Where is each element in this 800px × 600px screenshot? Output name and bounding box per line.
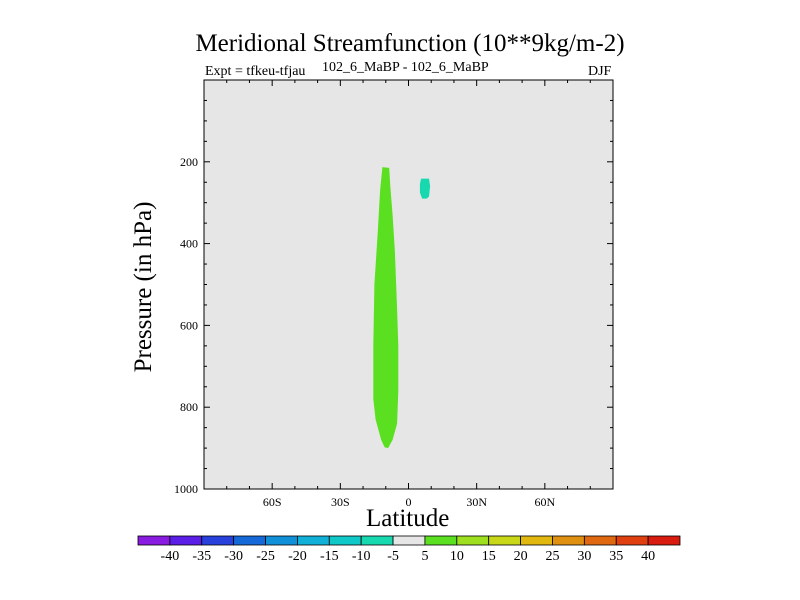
colorbar-swatch xyxy=(265,535,298,546)
colorbar-swatch xyxy=(233,535,266,546)
colorbar-label: -10 xyxy=(352,549,371,564)
colorbar-swatch xyxy=(647,535,681,546)
colorbar-label: 20 xyxy=(514,549,528,564)
colorbar-swatch xyxy=(328,535,362,546)
colorbar-swatch xyxy=(297,535,330,546)
colorbar-label: -25 xyxy=(256,549,275,564)
colorbar-label: -35 xyxy=(192,549,211,564)
x-tick-label: 30N xyxy=(466,495,487,509)
y-tick-label: 1000 xyxy=(174,482,198,496)
colorbar-label: -20 xyxy=(288,549,307,564)
colorbar-swatch xyxy=(552,535,585,546)
colorbar-swatch xyxy=(360,535,394,546)
colorbar-label: 25 xyxy=(545,549,559,564)
colorbar-label: 10 xyxy=(450,549,464,564)
plot-background xyxy=(204,80,613,489)
y-axis-label: Pressure (in hPa) xyxy=(130,201,157,373)
period-label: 102_6_MaBP - 102_6_MaBP xyxy=(322,60,489,75)
x-tick-label: 60S xyxy=(263,495,282,509)
x-tick-label: 60N xyxy=(534,495,555,509)
x-axis-label: Latitude xyxy=(366,505,450,532)
colorbar-label: 35 xyxy=(609,549,623,564)
colorbar-swatch xyxy=(615,535,649,546)
colorbar-label: 5 xyxy=(421,549,428,564)
negative-cell xyxy=(419,178,431,199)
x-tick-label: 0 xyxy=(406,495,412,509)
colorbar-label: -30 xyxy=(224,549,243,564)
colorbar-label: -5 xyxy=(387,549,399,564)
colorbar-swatch xyxy=(488,535,521,546)
colorbar-label: 15 xyxy=(482,549,496,564)
colorbar-swatch xyxy=(392,535,426,546)
experiment-label: Expt = tfkeu-tfjau xyxy=(205,64,306,79)
colorbar-swatch xyxy=(583,535,617,546)
y-tick-label: 600 xyxy=(180,318,198,332)
colorbar-label: -15 xyxy=(320,549,339,564)
chart-title: Meridional Streamfunction (10**9kg/m-2) xyxy=(195,30,625,57)
y-tick-label: 400 xyxy=(180,237,198,251)
colorbar-swatch xyxy=(456,535,490,546)
colorbar-label: 30 xyxy=(577,549,591,564)
colorbar-swatch xyxy=(169,535,203,546)
y-tick-label: 200 xyxy=(180,155,198,169)
colorbar-label: -40 xyxy=(161,549,180,564)
colorbar-swatch xyxy=(201,535,235,546)
colorbar-swatch xyxy=(137,535,171,546)
season-label: DJF xyxy=(588,64,612,79)
positive-cell xyxy=(373,167,399,449)
x-tick-label: 30S xyxy=(331,495,350,509)
y-tick-label: 800 xyxy=(180,400,198,414)
colorbar-label: 40 xyxy=(641,549,655,564)
colorbar-swatch xyxy=(424,535,458,546)
colorbar-swatch xyxy=(520,535,553,546)
